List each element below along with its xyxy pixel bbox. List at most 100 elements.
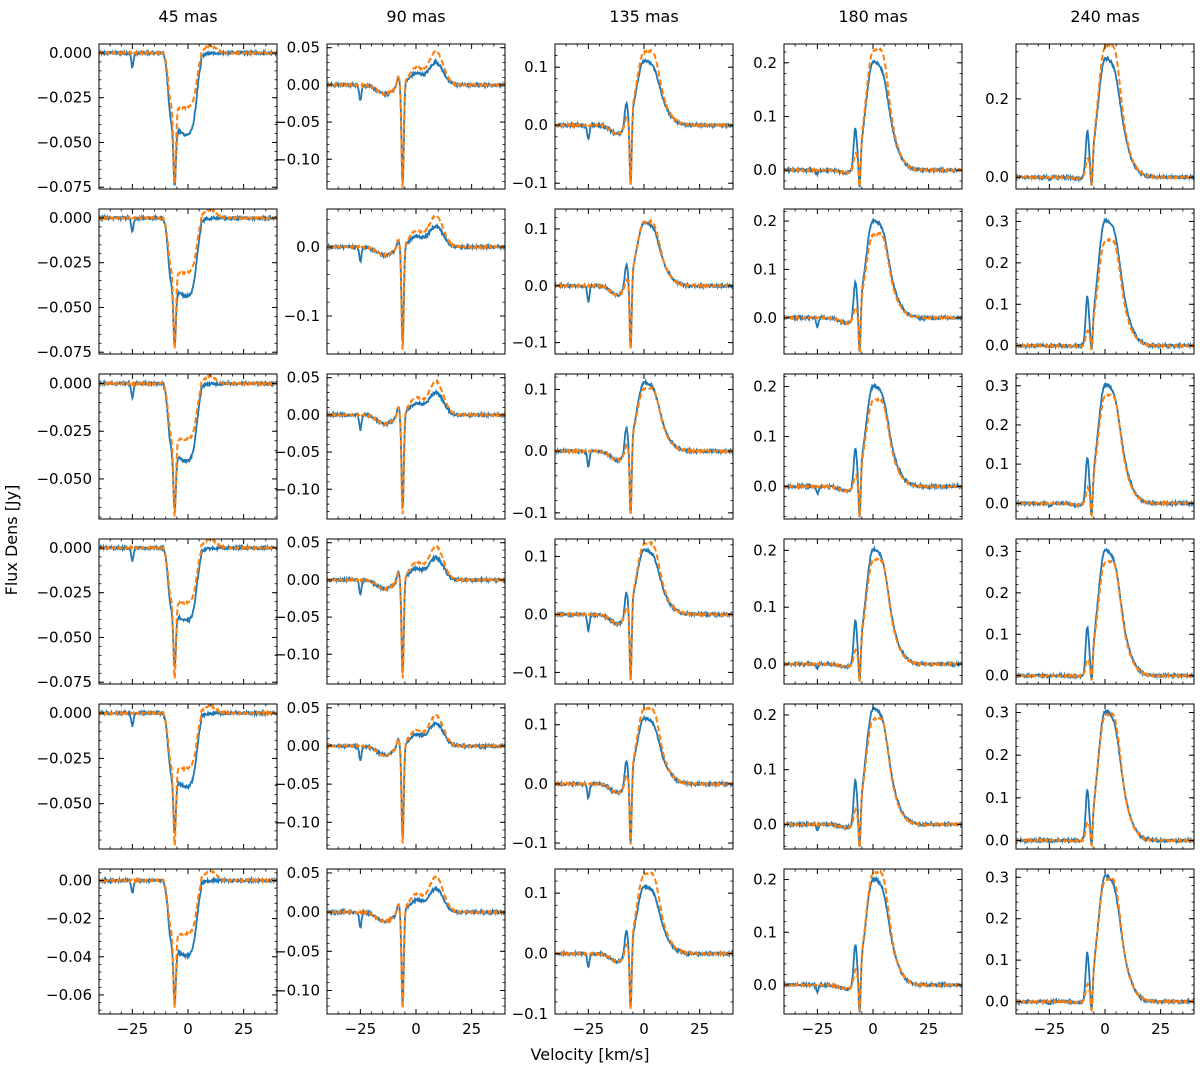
panel-frame [783, 703, 963, 850]
y-tick-label: 0.1 [985, 625, 1009, 643]
y-tick-label: 0.2 [753, 54, 777, 72]
model-spectrum-line [99, 869, 277, 1008]
panel: 0.3 0.2 0.1 0.0 [985, 208, 1195, 355]
panel-frame [554, 703, 734, 850]
observed-spectrum-line [327, 57, 505, 184]
panel: 0.0 −0.1 [284, 208, 506, 355]
panel-frame [554, 373, 734, 520]
observed-spectrum-line [99, 48, 277, 186]
panel: −25 0 25 0.2 0.1 0.0 [753, 868, 963, 1038]
panel: −25 0 25 0.3 0.2 0.1 0.0 [985, 868, 1195, 1038]
observed-spectrum-line [784, 217, 962, 352]
y-tick-label: −0.050 [36, 298, 92, 316]
y-tick-label: 0.2 [985, 910, 1009, 928]
observed-spectrum-line [327, 720, 505, 838]
panel: 0.3 0.2 0.1 0.0 [985, 703, 1195, 850]
y-tick-label: 0.1 [753, 923, 777, 941]
observed-spectrum-line [555, 58, 733, 185]
y-tick-label: 0.0 [753, 815, 777, 833]
model-spectrum-line [555, 706, 733, 845]
panel-frame [326, 373, 506, 520]
observed-spectrum-line [1016, 381, 1194, 516]
x-tick-label: 25 [919, 1020, 938, 1038]
observed-spectrum-line [1016, 708, 1194, 847]
panel-frame [783, 868, 963, 1015]
y-tick-label: 0.1 [753, 761, 777, 779]
y-tick-label: 0.2 [985, 584, 1009, 602]
observed-spectrum-line [1016, 873, 1194, 1010]
y-tick-label: 0.3 [985, 542, 1009, 560]
panel: 0.000 −0.025 −0.050 −0.075 [36, 208, 278, 361]
panel-frame [783, 208, 963, 355]
y-tick-label: 0.2 [753, 541, 777, 559]
y-tick-label: 0.0 [985, 494, 1009, 512]
y-tick-label: 0.3 [985, 212, 1009, 230]
model-spectrum-line [1016, 392, 1194, 519]
model-spectrum-line [99, 209, 277, 349]
x-tick-label: 25 [234, 1020, 253, 1038]
column-title: 180 mas [838, 7, 907, 26]
y-tick-label: 0.000 [49, 44, 92, 62]
observed-spectrum-line [1016, 217, 1194, 351]
panel-frame [554, 868, 734, 1015]
model-spectrum-line [555, 871, 733, 1010]
y-tick-label: 0.2 [753, 706, 777, 724]
panel: 0.1 0.0 −0.1 [512, 208, 734, 355]
y-tick-label: 0.0 [985, 831, 1009, 849]
panel-grid: 0.000−0.025−0.050−0.0750.050.00−0.05−0.1… [36, 39, 1195, 1038]
panel-frame [554, 43, 734, 190]
y-tick-label: 0.00 [287, 903, 320, 921]
model-spectrum-line [99, 704, 277, 846]
y-tick-label: 0.05 [287, 39, 320, 57]
x-tick-label: 0 [183, 1020, 193, 1038]
panel-frame [98, 868, 278, 1015]
y-tick-label: −0.05 [274, 608, 320, 626]
panel: 0.2 0.1 0.0 [753, 373, 963, 520]
y-tick-label: −0.1 [512, 174, 548, 192]
model-spectrum-line [555, 540, 733, 680]
y-tick-label: −0.10 [274, 981, 320, 999]
y-tick-label: 0.00 [287, 737, 320, 755]
observed-spectrum-line [327, 554, 505, 674]
x-tick-label: −25 [573, 1020, 605, 1038]
panel-frame [326, 703, 506, 850]
model-spectrum-line [99, 539, 277, 679]
y-tick-label: 0.0 [296, 238, 320, 256]
y-tick-label: 0.00 [59, 871, 92, 889]
panel-frame [1015, 208, 1195, 355]
column-title: 240 mas [1070, 7, 1139, 26]
panel: 0.1 0.0 −0.1 [512, 43, 734, 192]
panel: 0.000 −0.025 −0.050 −0.075 [36, 43, 278, 196]
panel-frame [1015, 43, 1195, 190]
panel: 0.2 0.0 [985, 43, 1195, 190]
model-spectrum-line [784, 396, 962, 517]
observed-spectrum-line [99, 543, 277, 668]
y-tick-label: −0.025 [36, 254, 92, 272]
column-title: 135 mas [609, 7, 678, 26]
y-tick-label: −0.05 [274, 942, 320, 960]
observed-spectrum-line [327, 388, 505, 507]
model-spectrum-line [1016, 237, 1194, 351]
y-tick-label: 0.2 [985, 416, 1009, 434]
panel: 0.000 −0.025 −0.050 [36, 373, 278, 520]
panel: 0.05 0.00 −0.05 −0.10 [274, 369, 506, 520]
y-tick-label: 0.1 [524, 884, 548, 902]
panel-frame [554, 208, 734, 355]
column-title: 45 mas [158, 7, 217, 26]
y-tick-label: −0.10 [274, 150, 320, 168]
y-tick-label: −0.1 [512, 834, 548, 852]
y-tick-label: 0.1 [753, 108, 777, 126]
x-tick-label: −25 [117, 1020, 149, 1038]
panel: 0.05 0.00 −0.05 −0.10 [274, 39, 506, 190]
y-tick-label: −0.075 [36, 178, 92, 196]
y-tick-label: −0.04 [46, 948, 92, 966]
y-tick-label: −0.075 [36, 343, 92, 361]
y-tick-label: 0.0 [524, 442, 548, 460]
y-tick-label: 0.0 [524, 605, 548, 623]
panel-frame [98, 373, 278, 520]
model-spectrum-line [784, 557, 962, 682]
y-tick-label: −0.025 [36, 422, 92, 440]
panel: 0.3 0.2 0.1 0.0 [985, 538, 1195, 685]
y-tick-label: −0.05 [274, 113, 320, 131]
y-tick-label: −0.050 [36, 795, 92, 813]
